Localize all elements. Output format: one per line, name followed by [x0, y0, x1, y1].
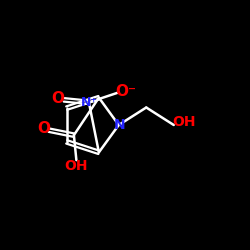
Text: O⁻: O⁻ — [116, 84, 136, 98]
Text: O: O — [38, 122, 51, 136]
Text: N⁺: N⁺ — [80, 96, 98, 109]
Text: N: N — [114, 118, 126, 132]
Text: OH: OH — [65, 160, 88, 173]
Text: O: O — [51, 91, 64, 106]
Text: OH: OH — [172, 116, 196, 130]
